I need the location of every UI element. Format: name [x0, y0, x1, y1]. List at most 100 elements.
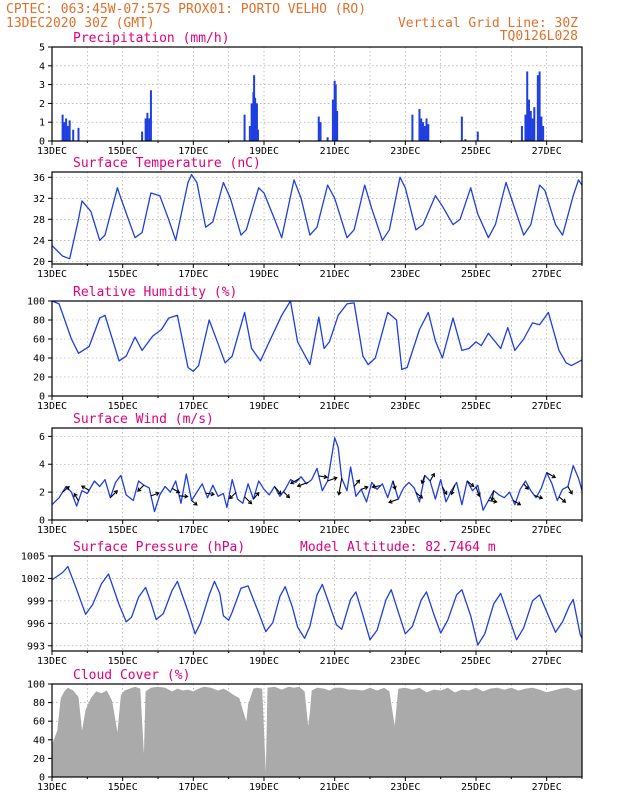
rh-xtick-label: 19DEC [249, 401, 279, 412]
press-xtick-label: 19DEC [249, 656, 279, 667]
rh-xtick-label: 17DEC [178, 401, 208, 412]
press-line [51, 565, 583, 646]
wind-xtick-label: 27DEC [532, 525, 562, 536]
wind-arrow [488, 499, 498, 504]
precip-bar [529, 110, 532, 141]
wind-arrow [283, 491, 291, 499]
precip-frame [51, 46, 583, 142]
precip-bar [255, 103, 258, 141]
precip-bar [146, 112, 149, 141]
header-grid-line: Vertical Grid Line: 30Z [398, 16, 578, 31]
precip-bar [141, 131, 144, 141]
precip-bar [538, 71, 541, 141]
precip-bar [334, 84, 337, 141]
wind-arrow [171, 487, 181, 494]
wind-arrow [512, 500, 522, 506]
wind-arrow [137, 484, 145, 492]
press-xtick-label: 15DEC [108, 656, 138, 667]
precip-xtick-label: 25DEC [461, 146, 491, 157]
precip-ytick-label: 5 [39, 43, 45, 54]
press-title-extra: Model Altitude: 82.7464 m [300, 540, 496, 555]
precip-bar [476, 131, 479, 141]
wind-arrow [429, 472, 435, 482]
press-ytick-label: 1005 [21, 552, 45, 563]
temp-xtick-label: 21DEC [320, 269, 350, 280]
temp-xtick-label: 19DEC [249, 269, 279, 280]
temp-ytick-label: 24 [33, 236, 45, 247]
precip-ytick-label: 1 [39, 118, 45, 129]
precip-bar [250, 103, 253, 141]
wind-line [51, 437, 583, 513]
temp-panel: Surface Temperature (nC) 20 24 28 32 36 13DEC 1… [33, 156, 583, 280]
wind-title: Surface Wind (m/s) [73, 412, 214, 427]
cloud-xtick-label: 13DEC [37, 782, 67, 793]
wind-xtick-label: 13DEC [37, 525, 67, 536]
temp-xtick-label: 27DEC [532, 269, 562, 280]
wind-arrow [252, 491, 260, 500]
rh-xtick-label: 25DEC [461, 401, 491, 412]
precip-bar [540, 116, 543, 141]
temp-ytick-label: 36 [33, 173, 45, 184]
press-ytick-label: 999 [27, 596, 45, 607]
precip-xtick-label: 13DEC [37, 146, 67, 157]
precip-xtick-label: 19DEC [249, 146, 279, 157]
precip-bar [411, 114, 414, 141]
wind-xtick-label: 19DEC [249, 525, 279, 536]
cloud-xtick-label: 19DEC [249, 782, 279, 793]
header-model-code: TQ0126L028 [500, 29, 578, 44]
cloud-ytick-label: 40 [33, 735, 45, 746]
cloud-panel: Cloud Cover (%) 0 20 40 60 80 100 13DEC 15DEC 17D… [27, 668, 583, 793]
temp-ytick-label: 28 [33, 215, 45, 226]
rh-xtick-label: 23DEC [390, 401, 420, 412]
temp-ytick-label: 20 [33, 257, 45, 268]
rh-line [51, 300, 583, 372]
wind-ytick-label: 0 [39, 516, 45, 527]
precip-ytick-label: 0 [39, 137, 45, 148]
wind-arrow [546, 472, 557, 479]
press-panel: Surface Pressure (hPa) Model Altitude: 82… [21, 540, 583, 667]
precip-bar [253, 75, 256, 141]
wind-arrow [490, 490, 495, 502]
cloud-area [52, 686, 582, 777]
rh-ytick-label: 0 [39, 392, 45, 403]
temp-xtick-label: 25DEC [461, 269, 491, 280]
precip-xtick-label: 27DEC [532, 146, 562, 157]
press-ytick-label: 1002 [21, 574, 45, 585]
wind-arrow [336, 478, 343, 496]
press-xtick-label: 17DEC [178, 656, 208, 667]
wind-arrow [73, 492, 79, 502]
wind-ytick-label: 4 [39, 460, 45, 471]
wind-arrow [567, 486, 573, 495]
wind-arrow [62, 486, 70, 493]
temp-ytick-label: 32 [33, 194, 45, 205]
precip-bar [425, 118, 428, 141]
cloud-xtick-label: 21DEC [320, 782, 350, 793]
wind-xtick-label: 23DEC [390, 525, 420, 536]
precip-ytick-label: 2 [39, 99, 45, 110]
cloud-xtick-label: 25DEC [461, 782, 491, 793]
press-title: Surface Pressure (hPa) [73, 540, 245, 555]
precip-xtick-label: 17DEC [178, 146, 208, 157]
precip-ytick-label: 4 [39, 61, 45, 72]
rh-ytick-label: 60 [33, 335, 45, 346]
wind-arrow [392, 480, 397, 491]
wind-ytick-label: 6 [39, 432, 45, 443]
wind-arrow [318, 474, 329, 480]
precip-bar [144, 118, 147, 141]
precip-xtick-label: 15DEC [108, 146, 138, 157]
wind-arrow [289, 478, 300, 485]
precip-bar [333, 80, 336, 141]
precip-xtick-label: 21DEC [320, 146, 350, 157]
wind-arrow [109, 490, 118, 499]
cloud-ytick-label: 60 [33, 717, 45, 728]
rh-xtick-label: 21DEC [320, 401, 350, 412]
precip-ytick-label: 3 [39, 80, 45, 91]
wind-arrow [353, 479, 361, 487]
header-station: CPTEC: 063:45W-07:57S PROX01: PORTO VELH… [6, 2, 366, 17]
precip-bar [326, 137, 329, 141]
temp-line [51, 173, 583, 260]
wind-ytick-label: 2 [39, 488, 45, 499]
precip-bar [65, 118, 68, 141]
precip-bar [336, 110, 339, 141]
cloud-xtick-label: 17DEC [178, 782, 208, 793]
